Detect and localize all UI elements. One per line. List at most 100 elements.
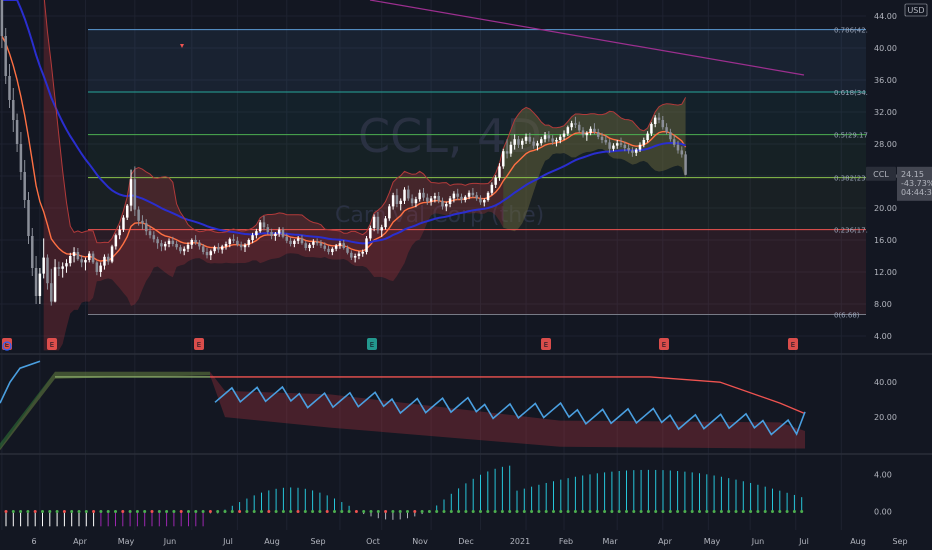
time-tick-label: Jun [163, 537, 177, 546]
time-tick-label: Oct [366, 537, 380, 546]
histogram-dot [223, 510, 227, 513]
candle-body [585, 132, 589, 136]
histogram-dot [289, 510, 293, 513]
time-tick-label: Dec [458, 537, 473, 546]
histogram-dot [508, 510, 512, 513]
histogram-dot [500, 510, 504, 513]
last-price-label: 24.15 [901, 170, 924, 179]
candle-body [224, 244, 228, 247]
last-price-box [897, 166, 932, 201]
histogram-dot [157, 510, 161, 513]
candle-body [285, 236, 289, 241]
candle-body [521, 140, 524, 145]
time-tick-label: 6 [31, 537, 36, 546]
earnings-marker-label: E [5, 341, 9, 349]
candle-body [593, 128, 596, 132]
time-tick-label: Aug [850, 537, 866, 546]
histogram-dot [333, 510, 336, 513]
candle-body [467, 192, 471, 197]
histogram-dot [771, 510, 774, 513]
histogram-dot [26, 510, 30, 513]
histogram-dot [654, 510, 658, 513]
histogram-dot [252, 510, 256, 513]
candle-body [0, 0, 4, 36]
candle-body [539, 139, 543, 144]
candle-body [517, 139, 520, 145]
histogram-dot [522, 510, 526, 513]
candle-body [110, 246, 114, 262]
candle-body [258, 222, 262, 232]
candle-body [619, 143, 623, 145]
histogram-dot [274, 510, 278, 513]
candle-body [84, 260, 87, 263]
candle-body [555, 140, 558, 142]
candle-body [274, 233, 277, 236]
candle-body [88, 253, 91, 260]
histogram-dot [573, 510, 577, 513]
histogram-dot [442, 510, 446, 513]
signal-marker-icon [180, 44, 184, 48]
time-tick-label: May [118, 537, 135, 546]
histogram-dot [245, 510, 249, 513]
histogram-dot [398, 510, 402, 513]
candle-body [160, 243, 163, 247]
histogram-dot [457, 510, 461, 513]
candle-body [574, 123, 577, 125]
candle-body [342, 243, 345, 248]
fib-label: 0(6.68) [834, 312, 860, 320]
histogram-dot [668, 510, 672, 513]
time-tick-label: Apr [658, 537, 673, 546]
candle-body [509, 144, 513, 154]
fib-zone [88, 29, 866, 93]
candle-body [479, 198, 482, 203]
histogram-dot [33, 510, 37, 513]
histogram-dot [471, 510, 475, 513]
candle-body [410, 198, 414, 204]
long-ma-line [369, 0, 805, 76]
candle-body [243, 244, 247, 248]
candle-body [615, 143, 619, 146]
candle-body [581, 130, 585, 136]
candle-body [251, 235, 254, 240]
histogram-dot [559, 510, 563, 513]
histogram-dot [187, 510, 190, 513]
currency-badge [904, 3, 928, 17]
candle-body [653, 117, 657, 124]
histogram-dot [41, 510, 44, 513]
candle-body [502, 151, 505, 167]
histogram-dot [610, 510, 614, 513]
histogram-dot [479, 510, 482, 513]
candle-body [38, 273, 42, 296]
candle-body [433, 196, 437, 199]
time-tick-label: Feb [559, 537, 573, 546]
histogram-dot [376, 510, 380, 513]
candle-body [327, 248, 330, 252]
candle-body [437, 196, 440, 201]
candle-body [114, 235, 118, 247]
candle-body [34, 268, 38, 296]
earnings-marker-label: E [662, 341, 666, 349]
candle-body [118, 229, 121, 236]
settings-icon [2, 341, 12, 351]
oscillator-line [214, 385, 806, 436]
histogram-dot [391, 510, 395, 513]
candle-body [179, 247, 182, 252]
candle-body [296, 238, 300, 241]
candle-body [163, 244, 167, 247]
candle-body [376, 216, 380, 231]
price-tick-label: 16.00 [874, 236, 897, 245]
earnings-marker-label: E [50, 341, 54, 349]
histogram-dot [194, 510, 198, 513]
candle-body [558, 136, 562, 140]
candle-body [661, 120, 665, 128]
candle-body [213, 247, 216, 252]
candle-body [384, 218, 387, 228]
candle-body [308, 244, 311, 248]
earnings-marker [541, 338, 551, 350]
candle-body [289, 240, 292, 244]
candle-body [680, 150, 684, 155]
histogram-dot [281, 510, 285, 513]
candle-body [266, 227, 270, 232]
earnings-marker-label: E [791, 341, 795, 349]
candle-body [669, 132, 672, 140]
